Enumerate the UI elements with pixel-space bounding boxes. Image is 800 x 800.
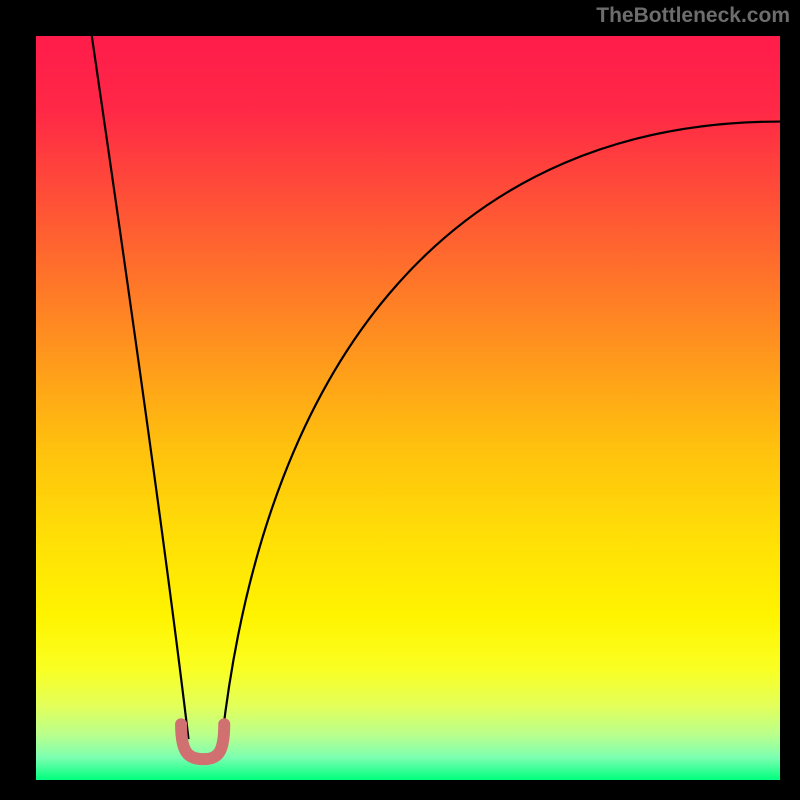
watermark-text: TheBottleneck.com [596,4,790,28]
plot-area [36,36,780,780]
chart-curves [36,36,780,780]
chart-canvas: TheBottleneck.com [0,0,800,800]
